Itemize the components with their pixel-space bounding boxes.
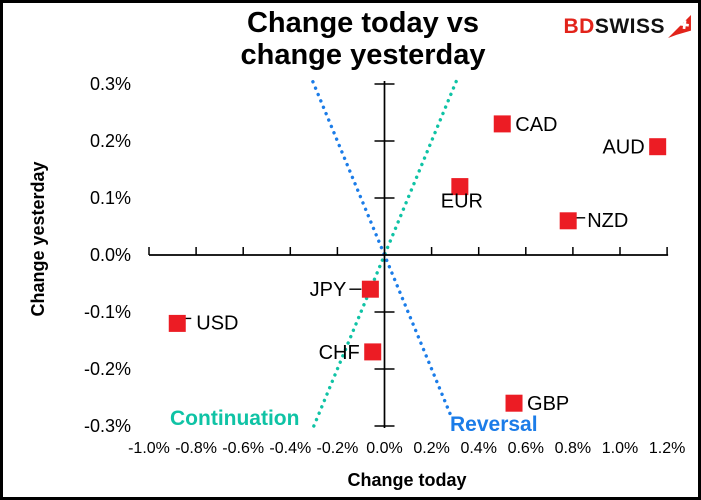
y-tick-label: -0.2% (84, 359, 131, 379)
x-tick-label: 0.2% (413, 440, 449, 457)
point-label-nzd: NZD (587, 210, 628, 232)
point-label-aud: AUD (602, 137, 644, 159)
data-point-gbp (505, 394, 523, 412)
data-point-eur (451, 178, 469, 196)
x-tick-label: -0.8% (175, 440, 217, 457)
point-label-cad: CAD (515, 114, 557, 136)
x-tick-label: 0.0% (366, 440, 402, 457)
reversal-annotation: Reversal (450, 413, 538, 436)
y-tick-label: 0.1% (90, 188, 131, 208)
point-label-usd: USD (196, 312, 238, 334)
point-label-chf: CHF (319, 342, 360, 364)
x-tick-label: -0.6% (222, 440, 264, 457)
x-tick-label: -0.2% (317, 440, 359, 457)
x-axis-title: Change today (347, 470, 467, 490)
data-point-usd (168, 314, 186, 332)
data-point-jpy (361, 280, 379, 298)
y-tick-label: 0.2% (90, 131, 131, 151)
point-label-jpy: JPY (310, 279, 347, 301)
x-tick-label: -0.4% (269, 440, 311, 457)
x-tick-label: 1.0% (602, 440, 638, 457)
y-tick-label: -0.3% (84, 416, 131, 436)
point-label-gbp: GBP (527, 393, 569, 415)
bdswiss-logo: BD SWISS (563, 14, 692, 39)
chart-title: Change today vs change yesterday (23, 7, 698, 71)
y-axis-title: Change yesterday (28, 161, 48, 317)
x-tick-label: 0.4% (460, 440, 496, 457)
data-point-chf (364, 343, 382, 361)
reversal-trend-line (311, 80, 454, 420)
y-tick-label: -0.1% (84, 302, 131, 322)
x-tick-label: 0.8% (555, 440, 591, 457)
data-point-nzd (559, 212, 577, 230)
y-tick-label: 0.3% (90, 74, 131, 94)
bdswiss-arrow-icon (668, 15, 691, 38)
data-point-cad (493, 115, 511, 133)
y-tick-label: 0.0% (90, 245, 131, 265)
chart-title-line1: Change today vs (246, 7, 480, 39)
data-point-aud (649, 138, 667, 156)
scatter-plot: -1.0% -0.8% -0.6% -0.4% -0.2% 0.0% 0.2% 0.4% 0.6… (84, 74, 685, 457)
x-tick-label: 0.6% (508, 440, 544, 457)
logo-bd-text: BD (563, 14, 595, 38)
x-tick-label: -1.0% (128, 440, 170, 457)
x-tick-label: 1.2% (649, 440, 685, 457)
logo-swiss-text: SWISS (594, 14, 665, 38)
continuation-annotation: Continuation (170, 407, 300, 430)
chart-title-line2: change yesterday (240, 39, 486, 71)
point-label-eur: EUR (441, 191, 483, 213)
